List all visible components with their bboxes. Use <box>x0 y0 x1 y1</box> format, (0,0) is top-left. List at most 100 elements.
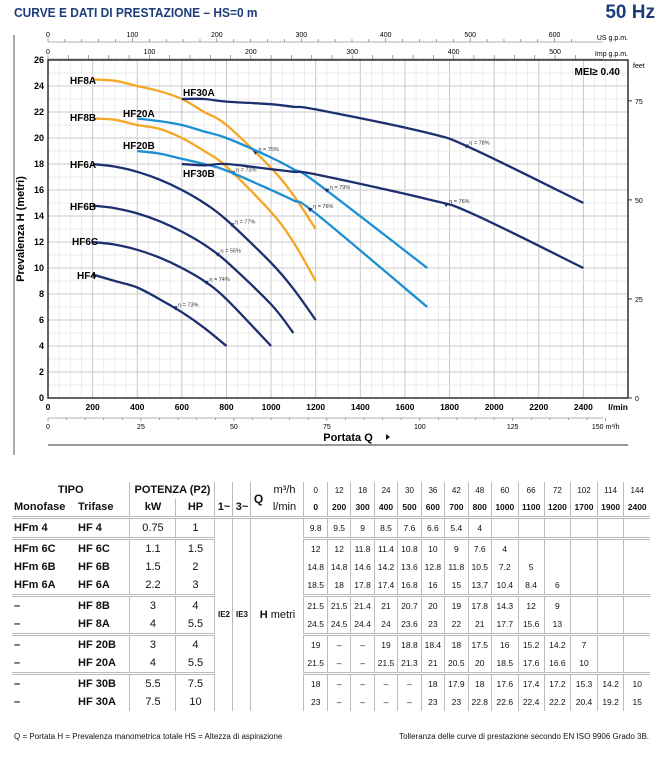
header-hp: HP <box>175 499 215 518</box>
head-value: 7.6 <box>467 537 492 558</box>
trifase-model: HF 6C <box>76 537 130 558</box>
head-value: 21.3 <box>397 654 422 674</box>
lmin-value: 500 <box>397 499 422 518</box>
head-value: 12 <box>303 537 328 558</box>
x-tick-label: 1000 <box>262 402 281 412</box>
head-value <box>517 537 545 558</box>
head-value: 23 <box>303 693 328 711</box>
header-1phase: 1~ <box>214 499 233 518</box>
y-tick-label: 26 <box>34 55 44 65</box>
head-value: 16 <box>420 576 445 596</box>
x-tick-label: 400 <box>130 402 144 412</box>
head-value: 7 <box>570 633 598 654</box>
head-unit: metri <box>270 608 296 621</box>
power-hp: 2 <box>175 558 215 576</box>
lmin-value: 1100 <box>517 499 545 518</box>
impgpm-unit-label: Imp g.p.m. <box>595 51 628 58</box>
trifase-model: HF 6A <box>78 578 110 591</box>
y-tick-label: 6 <box>39 315 44 325</box>
power-hp: 1 <box>175 516 215 539</box>
head-value: 19 <box>373 633 398 654</box>
monofase-model: – <box>14 617 21 630</box>
curve-label-hf30a: HF30A <box>183 88 215 99</box>
head-value: 14.2 <box>373 558 398 576</box>
header-blank <box>214 482 233 499</box>
head-value: 13.6 <box>397 558 422 576</box>
head-value <box>517 516 545 539</box>
page-title: CURVE E DATI DI PRESTAZIONE – HS=0 m <box>14 5 258 20</box>
feet-tick-label: 50 <box>635 198 643 205</box>
trifase-model: HF 20A <box>78 656 116 669</box>
m3h-value: 66 <box>517 482 545 499</box>
impgpm-tick-label: 0 <box>46 49 50 56</box>
head-value: 9 <box>350 516 375 539</box>
trifase-model: HF 30B <box>76 672 130 693</box>
head-value: 18 <box>467 672 492 693</box>
head-value: – <box>350 672 375 693</box>
y-tick-label: 16 <box>34 185 44 195</box>
table-row: – HF 8B 3 4 21.5 21.5 21.4 21 20.7 20 19 17.8 14.3 12… <box>12 594 650 615</box>
x-axis-title: Portata Q <box>323 432 373 444</box>
monofase-model: HFm 6B <box>14 560 56 573</box>
head-value: 10 <box>623 672 650 693</box>
head-value: 15.2 <box>517 633 545 654</box>
usgpm-unit-label: US g.p.m. <box>597 35 628 42</box>
curve-hf30a <box>181 97 584 205</box>
lmin-value: 1700 <box>570 499 598 518</box>
m3h-value: 42 <box>444 482 469 499</box>
feet-tick-label: 0 <box>635 396 639 403</box>
head-value: 22.4 <box>517 693 545 711</box>
power-hp: 4 <box>175 633 215 654</box>
head-value: 10.8 <box>397 537 422 558</box>
head-value: 24.5 <box>303 615 328 635</box>
head-value: 22 <box>444 615 469 635</box>
head-value: 18 <box>303 672 328 693</box>
head-value <box>596 558 624 576</box>
monofase-model: – <box>12 594 76 615</box>
y-axis-title: Prevalenza H (metri) <box>15 176 27 282</box>
head-value: 4 <box>490 537 519 558</box>
head-value: 14.8 <box>326 558 351 576</box>
feet-unit-label: feet <box>633 63 645 70</box>
power-kw: 4 <box>129 615 176 635</box>
head-value: 18 <box>420 672 445 693</box>
y-tick-label: 22 <box>34 107 44 117</box>
table-row: – HF 8A 4 5.5 24.5 24.5 24.4 24 23.6 23 22 21 17.7 15… <box>12 615 650 635</box>
trifase-model: HF 30A <box>78 695 116 708</box>
lmin-value: 2400 <box>623 499 650 518</box>
trifase-model: HF 20B <box>76 633 130 654</box>
feet-tick-label: 25 <box>635 297 643 304</box>
curve-label-hf6c: HF6C <box>72 237 98 248</box>
curve-label-hf20a: HF20A <box>123 109 155 120</box>
head-value: 7.2 <box>490 558 519 576</box>
power-hp: 4 <box>175 594 215 615</box>
lmin-value: 200 <box>326 499 351 518</box>
lmin-value: 600 <box>420 499 445 518</box>
head-value <box>543 558 571 576</box>
head-value: 7.6 <box>397 516 422 539</box>
head-value: 17.9 <box>444 672 469 693</box>
header-blank <box>232 482 251 499</box>
x-tick-label: 1200 <box>306 402 325 412</box>
lmin-value: 0 <box>303 499 328 518</box>
monofase-model: – <box>14 656 21 669</box>
table-subheader-row: Monofase Trifase kW HP 1~ 3~ l/min 0 200 300 400 50… <box>12 499 650 518</box>
efficiency-marker <box>203 280 209 285</box>
header-potenza: POTENZA (P2) <box>129 482 215 499</box>
head-value: 16.8 <box>397 576 422 596</box>
head-value <box>623 654 650 674</box>
head-value: 11.8 <box>350 537 375 558</box>
head-value <box>570 615 598 635</box>
head-value: 23 <box>444 693 469 711</box>
head-value: 18.5 <box>490 654 519 674</box>
monofase-model: HFm 4 <box>12 516 76 539</box>
head-value <box>570 537 598 558</box>
table-row: HFm 4 HF 4 0.75 1 IE2 IE3 H metri 9.8 9.5 9 8.5 7.6… <box>12 516 650 711</box>
header-tipo: TIPO <box>57 484 84 496</box>
footer-tolerance: Tolleranza delle curve di prestazione se… <box>399 732 649 741</box>
head-value: – <box>326 672 351 693</box>
x-tick-label: 2200 <box>529 402 548 412</box>
curve-hf6c <box>92 240 272 347</box>
efficiency-label: η = 73% <box>236 167 256 173</box>
